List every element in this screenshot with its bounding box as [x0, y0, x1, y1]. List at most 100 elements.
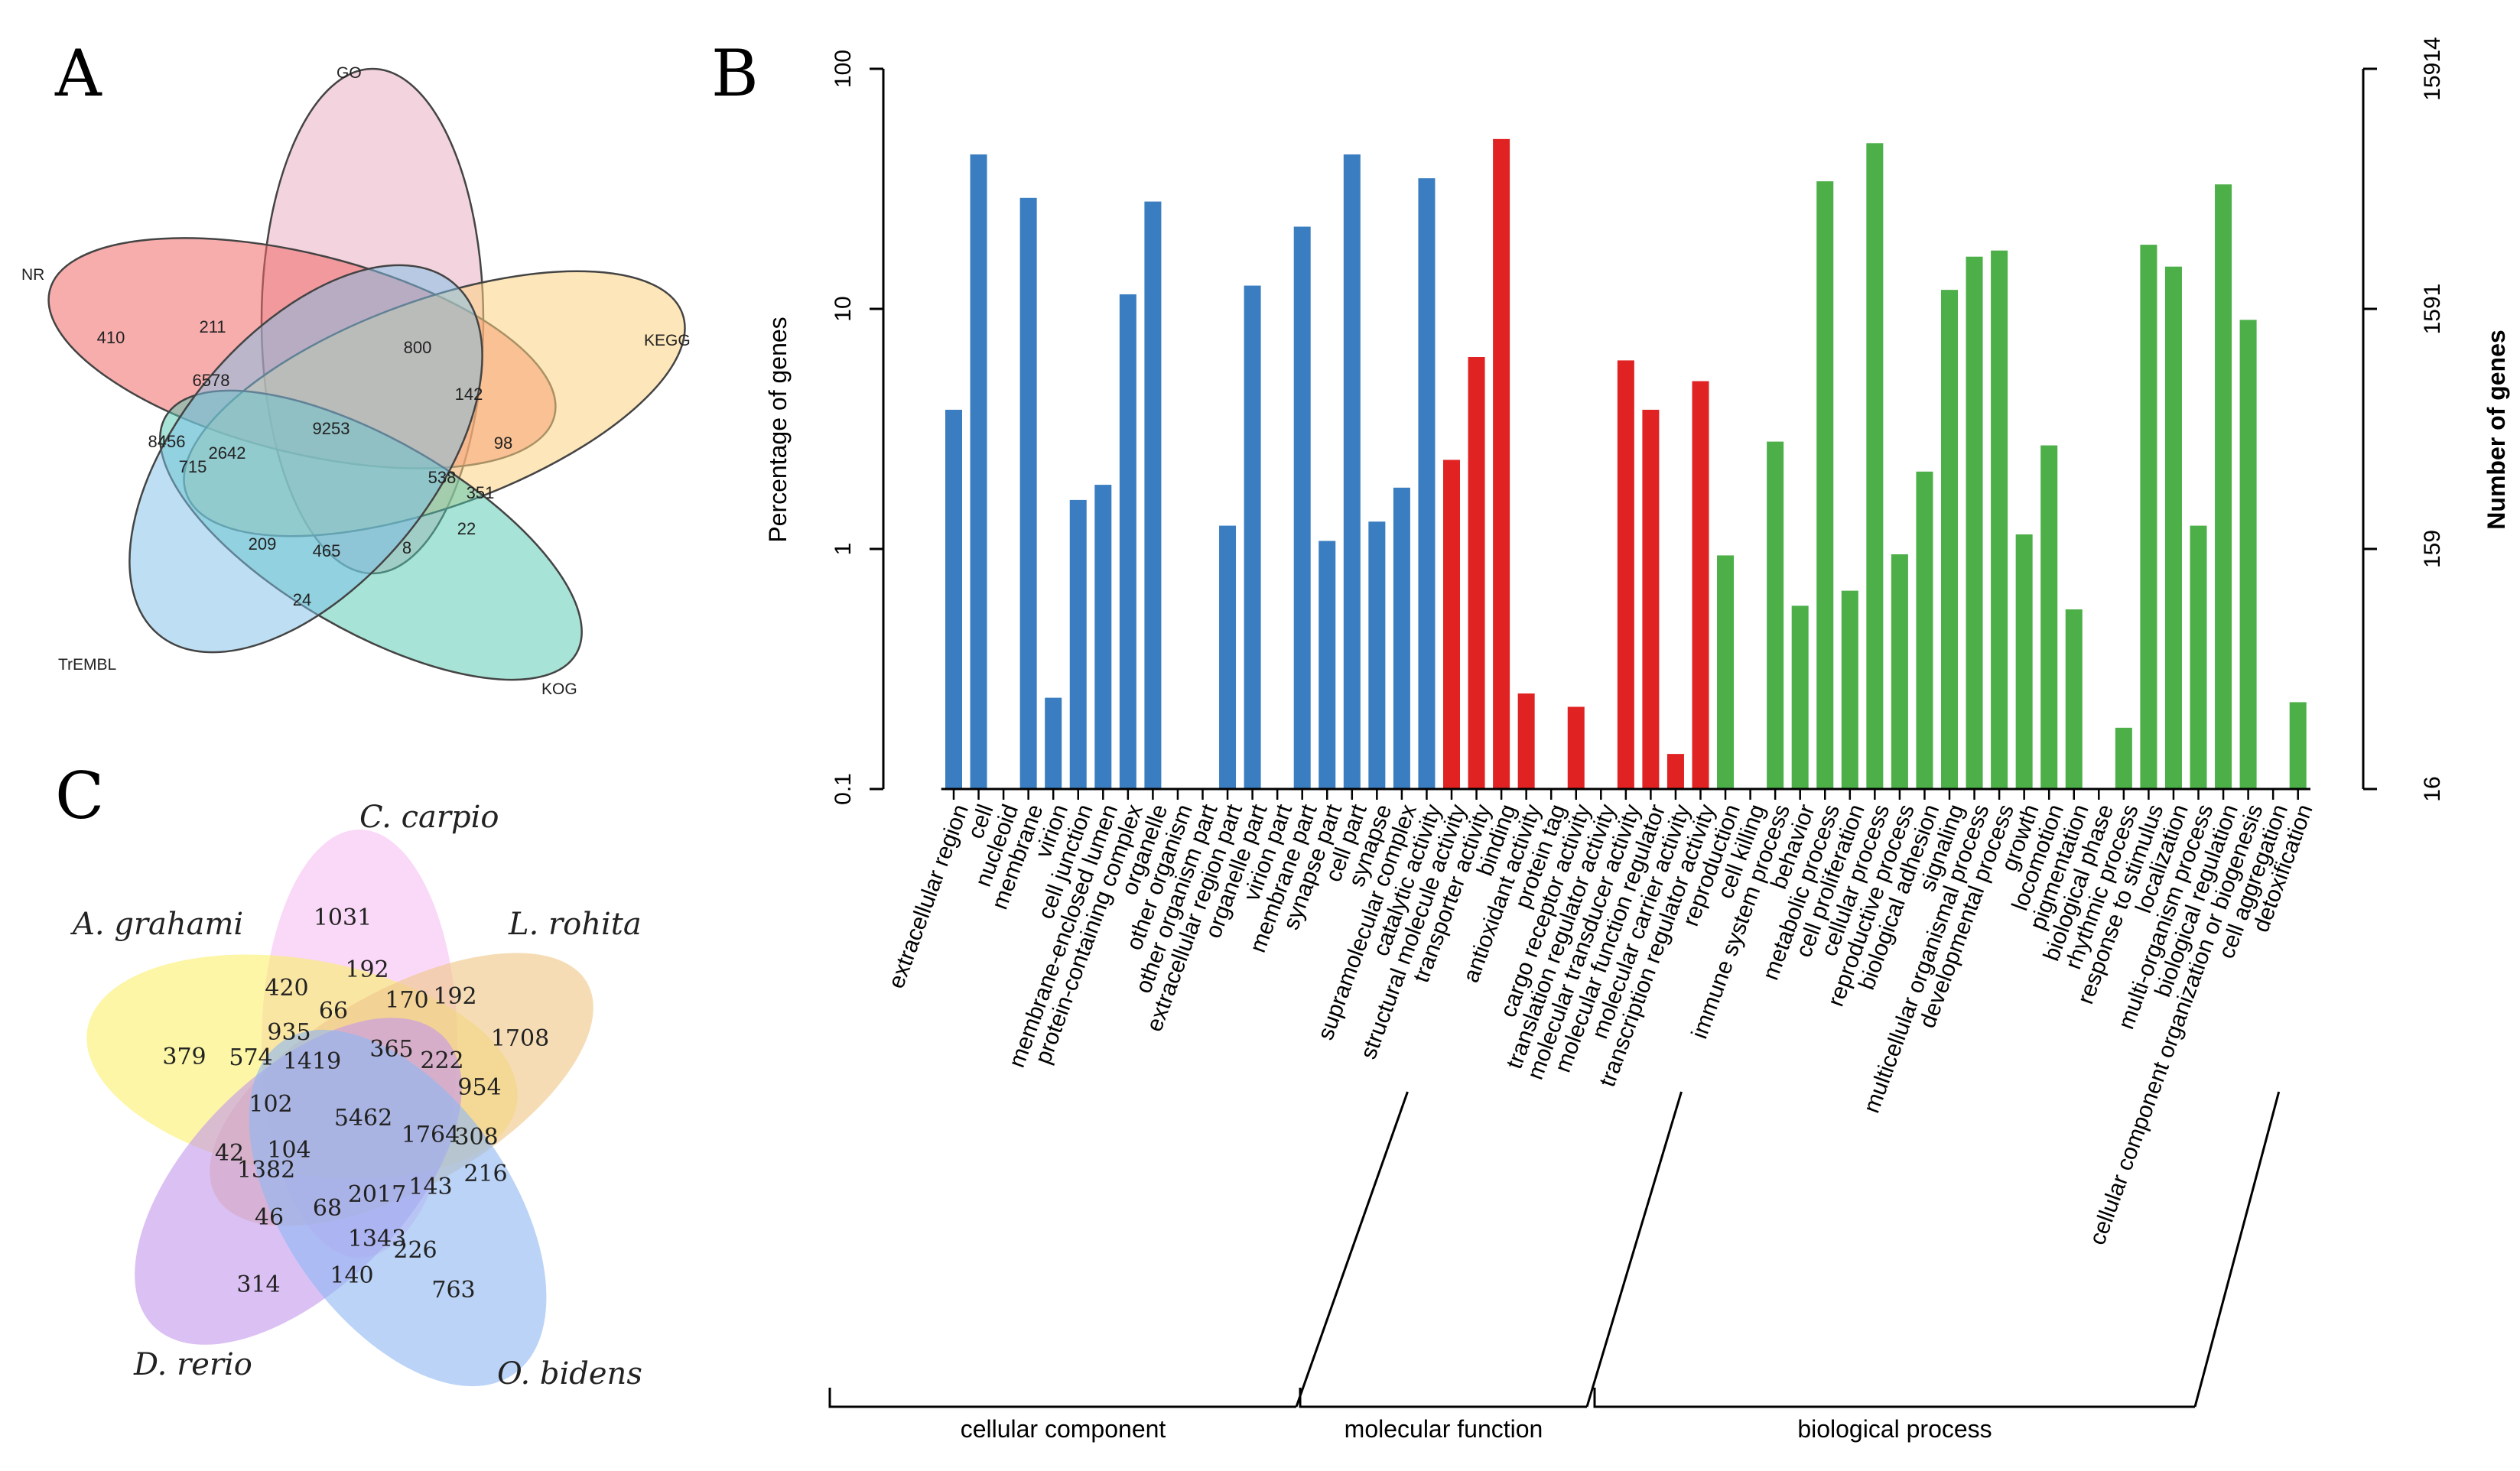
- bar: [1368, 521, 1386, 789]
- bar: [2215, 184, 2232, 789]
- bar: [1119, 294, 1136, 789]
- bar: [2239, 320, 2257, 789]
- category-label: extracellular region: [883, 801, 974, 992]
- bar: [1319, 541, 1336, 789]
- venn-a-count: 8: [402, 538, 411, 557]
- venn-a-count: 538: [428, 468, 457, 487]
- group-bracket: [828, 1388, 1296, 1408]
- y-axis-label-left: Percentage of genes: [764, 317, 792, 542]
- bar: [1617, 360, 1634, 789]
- category-labels: extracellular regioncellnucleoidmembrane…: [883, 800, 2317, 1248]
- bar: [1069, 499, 1087, 789]
- bar: [2015, 534, 2033, 789]
- bar: [1866, 143, 1884, 789]
- venn-c-count: 170: [385, 987, 428, 1014]
- bar-chart: 0.1 1 10 100 16 159 1591 15914 extracellular re…: [764, 37, 2510, 1443]
- venn-c-count: 226: [393, 1237, 437, 1264]
- group-label: cellular component: [961, 1415, 1166, 1443]
- bar: [1666, 754, 1684, 789]
- venn-a-label-nr: NR: [21, 266, 44, 284]
- y-tick-label-right: 16: [2420, 776, 2445, 801]
- panel-a-letter: A: [54, 36, 102, 111]
- venn-c-count: 66: [319, 998, 348, 1025]
- venn-a-ellipse-trembl: [128, 264, 483, 654]
- bar: [2289, 702, 2307, 789]
- bar: [1767, 441, 1784, 789]
- venn-c-count: 140: [330, 1262, 373, 1289]
- venn-a-count: 2642: [209, 443, 246, 463]
- venn-c-count: 216: [463, 1161, 507, 1187]
- venn-c-count: 222: [420, 1047, 463, 1074]
- bar: [2164, 266, 2182, 789]
- bar: [2115, 727, 2132, 789]
- bar: [2065, 609, 2083, 789]
- group-connector: [1295, 1091, 1409, 1408]
- venn-c-count: 314: [236, 1271, 280, 1298]
- panel-c-letter: C: [55, 758, 104, 833]
- y-tick-label-left: 1: [831, 543, 856, 556]
- bar: [1293, 226, 1311, 790]
- venn-c-count: 420: [265, 975, 308, 1002]
- venn-c-count: 1419: [283, 1048, 341, 1075]
- y-tick-label-left: 10: [831, 296, 856, 321]
- axis-layer: 0.1 1 10 100 16 159 1591 15914: [831, 37, 2445, 805]
- panel-b-letter: B: [711, 36, 759, 111]
- y-tick-label-right: 15914: [2420, 37, 2445, 100]
- bar: [1916, 471, 1933, 789]
- venn-c-count: 935: [267, 1019, 311, 1046]
- group-bracket: [1593, 1388, 2195, 1408]
- venn-c-count: 365: [369, 1036, 413, 1063]
- bar: [1045, 697, 1062, 789]
- panel-a: A GO NR KEGG KOG TrEMBL 410 211 800 6578…: [21, 36, 691, 698]
- bar: [1393, 487, 1410, 789]
- venn-c-count: 1708: [491, 1025, 549, 1052]
- venn-c-label-l-rohita: L. rohita: [508, 907, 642, 942]
- venn-c-count: 379: [162, 1044, 206, 1070]
- panel-c: C C. carpio A. grahami L. rohita D. reri…: [55, 758, 642, 1391]
- venn-c-count: 1382: [237, 1157, 295, 1184]
- venn-c-count: 954: [457, 1074, 501, 1101]
- bar: [1567, 706, 1585, 789]
- venn-c-count: 68: [313, 1195, 342, 1222]
- bar: [1343, 154, 1361, 789]
- venn-a-count: 6578: [193, 371, 230, 390]
- venn-c-label-a-grahami: A. grahami: [70, 907, 243, 942]
- venn-a-count: 24: [293, 590, 311, 609]
- bar: [1717, 555, 1735, 789]
- venn-c-ellipse-o-bidens: [249, 1029, 547, 1387]
- venn-a-count: 211: [199, 317, 226, 336]
- venn-c-label-c-carpio: C. carpio: [359, 800, 499, 835]
- y-axis-label-right: Number of genes: [2483, 330, 2510, 529]
- group-connector: [2193, 1091, 2281, 1408]
- bar: [970, 154, 987, 789]
- y-tick-label-left: 0.1: [831, 773, 856, 805]
- venn-c-count: 192: [345, 956, 389, 983]
- venn-a-count: 98: [494, 434, 512, 453]
- group-label: biological process: [1797, 1415, 1992, 1443]
- group-label: molecular function: [1345, 1415, 1543, 1443]
- venn-c-count: 574: [229, 1044, 272, 1071]
- venn-c-count: 1343: [348, 1226, 406, 1252]
- venn-c-count: 46: [255, 1204, 284, 1231]
- venn-c-count: 5462: [334, 1105, 392, 1132]
- bar: [1966, 256, 1983, 789]
- bar: [1418, 178, 1436, 790]
- bar: [1642, 409, 1660, 789]
- venn-a-label-trembl: TrEMBL: [58, 656, 116, 674]
- bar: [1816, 181, 1834, 790]
- venn-c-count: 192: [433, 983, 476, 1010]
- venn-c-label-o-bidens: O. bidens: [497, 1356, 642, 1391]
- bar: [1144, 201, 1162, 789]
- bar: [945, 409, 962, 789]
- bar: [1443, 459, 1460, 789]
- venn-a-count: 142: [455, 385, 483, 404]
- bar: [1244, 285, 1261, 789]
- venn-a-count: 410: [97, 328, 125, 347]
- venn-a-count: 465: [313, 541, 341, 560]
- y-tick-label-left: 100: [831, 50, 856, 88]
- bar: [1941, 290, 1958, 789]
- bar: [1692, 381, 1709, 789]
- bar: [1019, 197, 1037, 790]
- venn-a-count: 209: [249, 534, 277, 554]
